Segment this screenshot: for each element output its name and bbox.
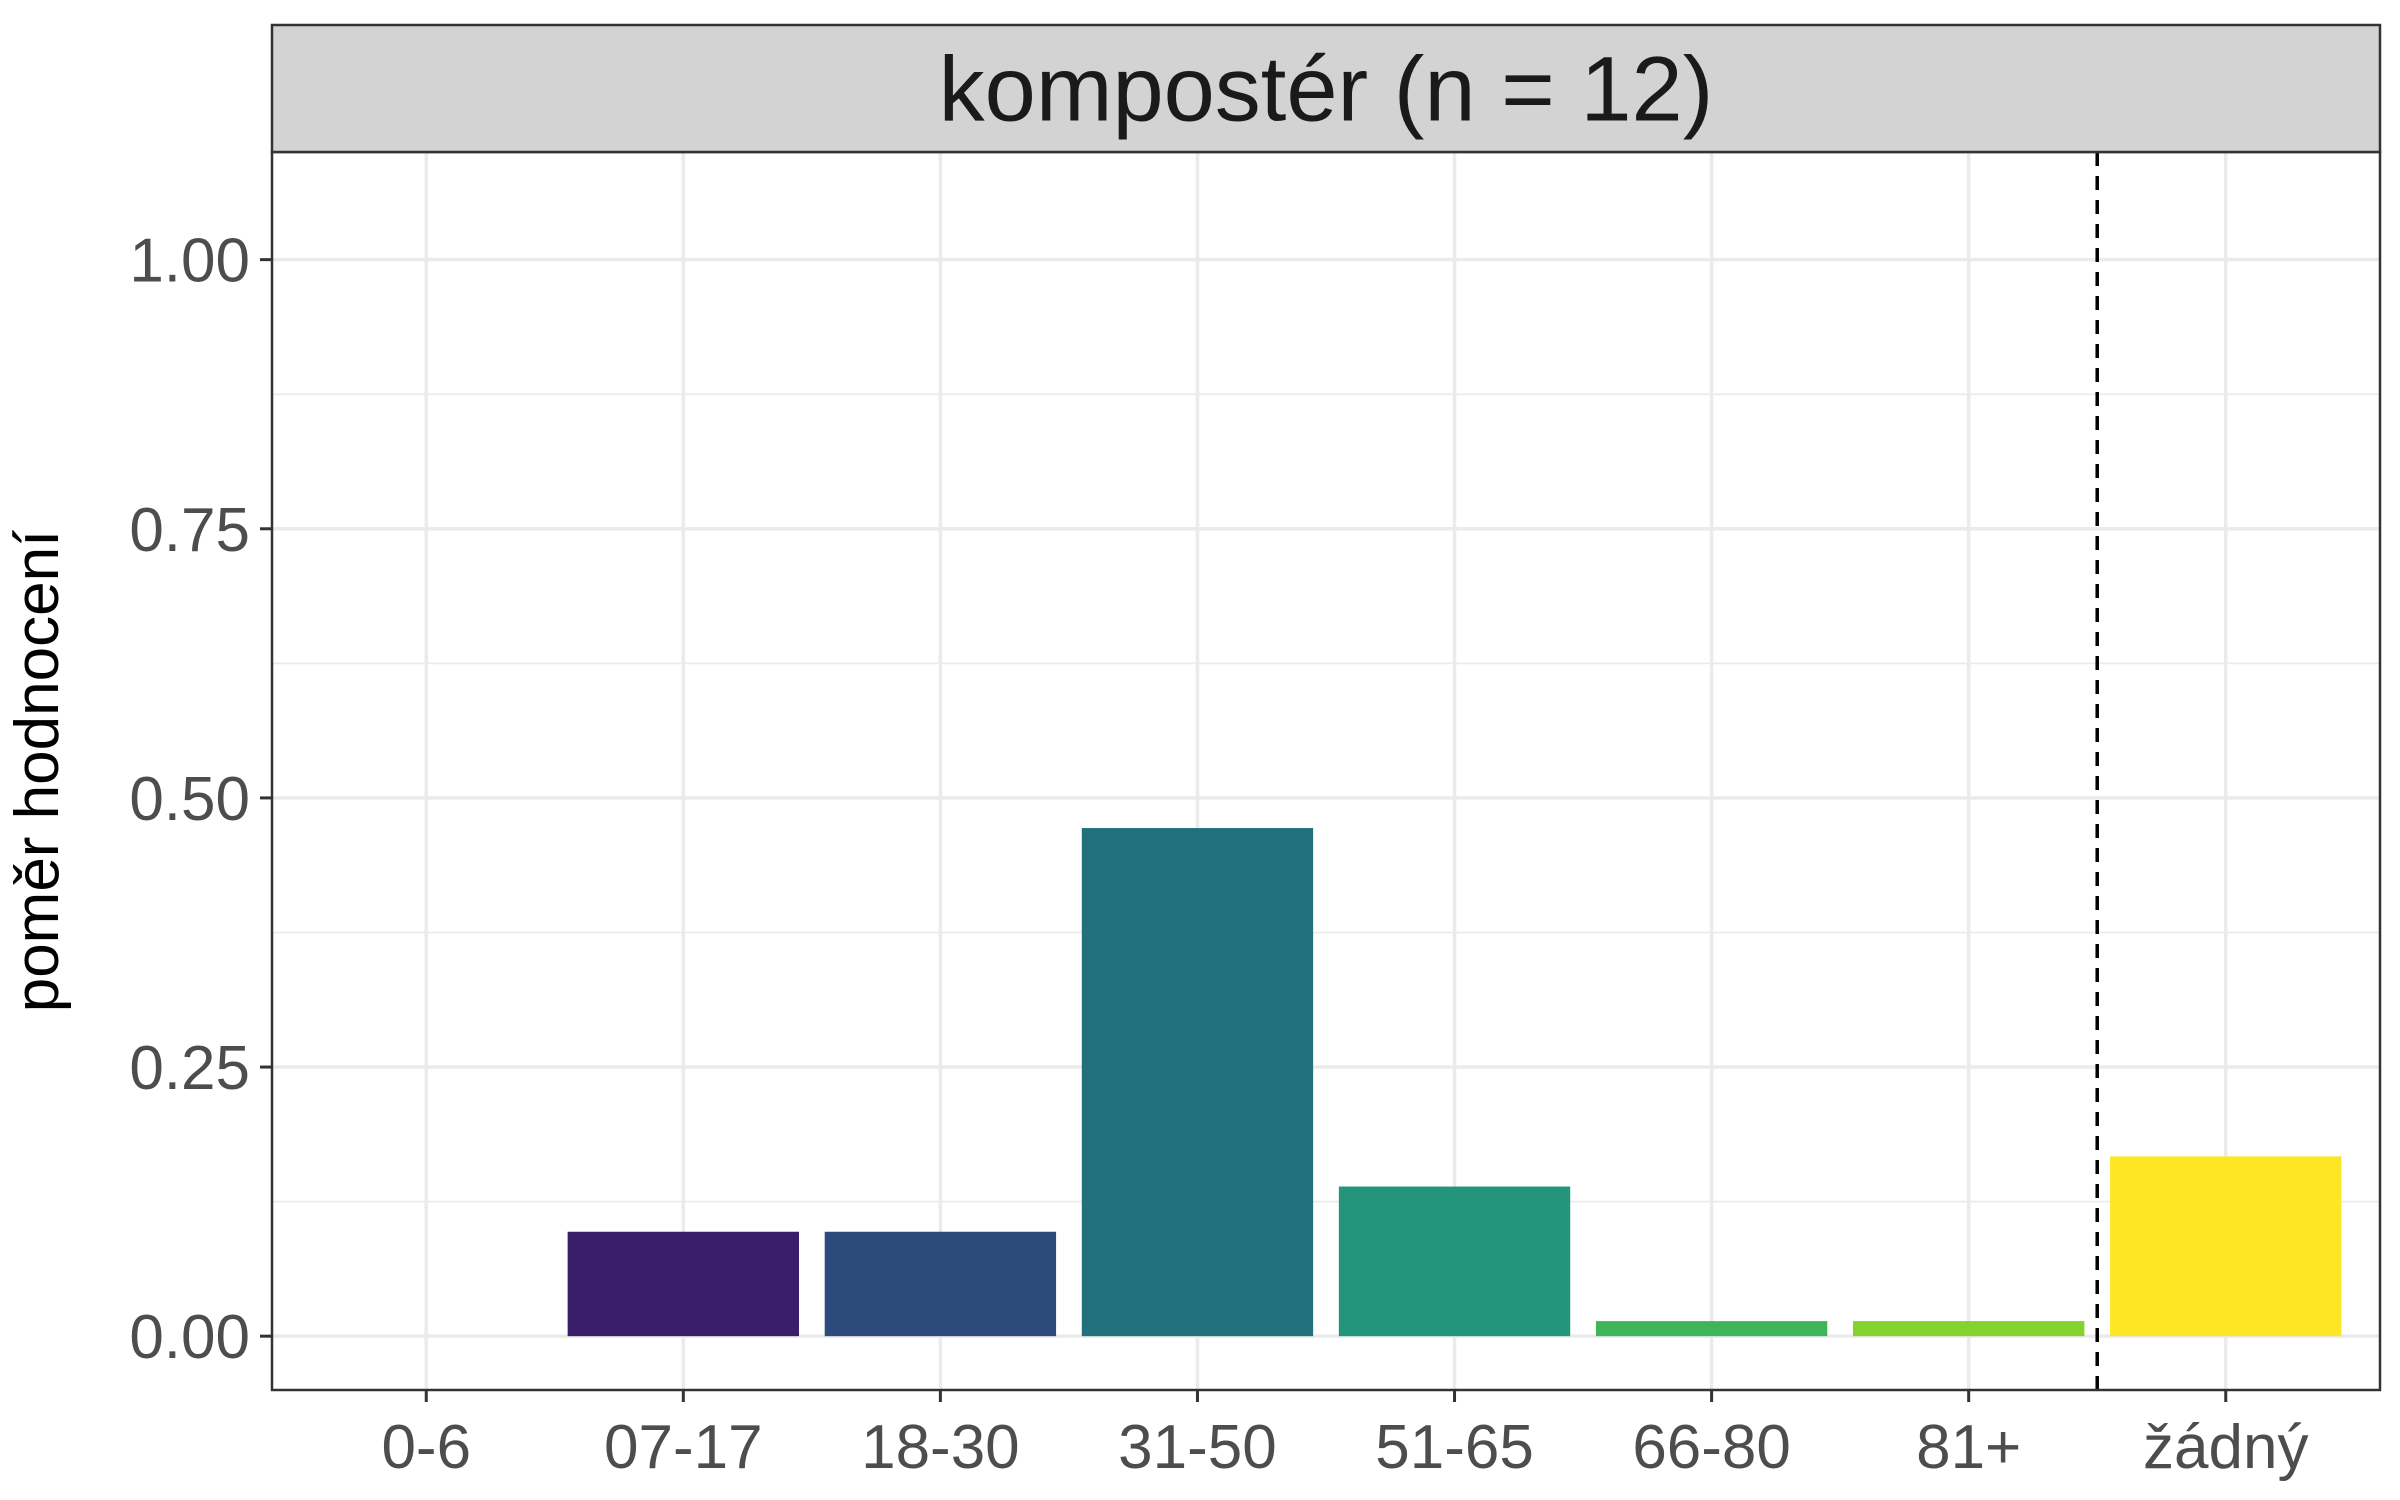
x-tick-label: 81+: [1916, 1413, 2021, 1482]
bar-66-80: [1595, 1321, 1828, 1337]
x-tick-label: 0-6: [381, 1413, 471, 1482]
y-tick-label: 0.25: [129, 1034, 250, 1103]
y-tick-label: 1.00: [129, 227, 250, 296]
bars: [567, 828, 2342, 1337]
y-tick-label: 0.50: [129, 765, 250, 834]
facet-strip-background: [270, 23, 2382, 154]
grid-lines: [272, 152, 2380, 1390]
x-axis: 0-6 07-17 18-30 31-50 51-65 66-80 81+ žádný: [381, 1390, 2308, 1482]
bar-18-30: [824, 1231, 1057, 1337]
y-axis-title: poměr hodnocení: [3, 530, 72, 1013]
facet-strip: kompostér (n = 12): [270, 23, 2382, 154]
x-tick-label: 07-17: [604, 1413, 763, 1482]
x-tick-label: žádný: [2143, 1413, 2308, 1482]
bar-07-17: [567, 1231, 799, 1337]
x-tick-label: 66-80: [1632, 1413, 1791, 1482]
bar-žádný: [2110, 1156, 2342, 1337]
bar-31-50: [1081, 828, 1314, 1337]
x-tick-label: 18-30: [861, 1413, 1020, 1482]
panel-border: [270, 150, 2382, 1392]
x-tick-label: 31-50: [1118, 1413, 1277, 1482]
y-tick-label: 0.00: [129, 1303, 250, 1372]
x-tick-label: 51-65: [1375, 1413, 1534, 1482]
y-tick-label: 0.75: [129, 496, 250, 565]
facet-title: kompostér (n = 12): [939, 39, 1714, 141]
bar-81+: [1853, 1321, 2085, 1337]
bar-51-65: [1338, 1186, 1571, 1337]
y-axis: 0.00 0.25 0.50 0.75 1.00: [129, 227, 272, 1372]
